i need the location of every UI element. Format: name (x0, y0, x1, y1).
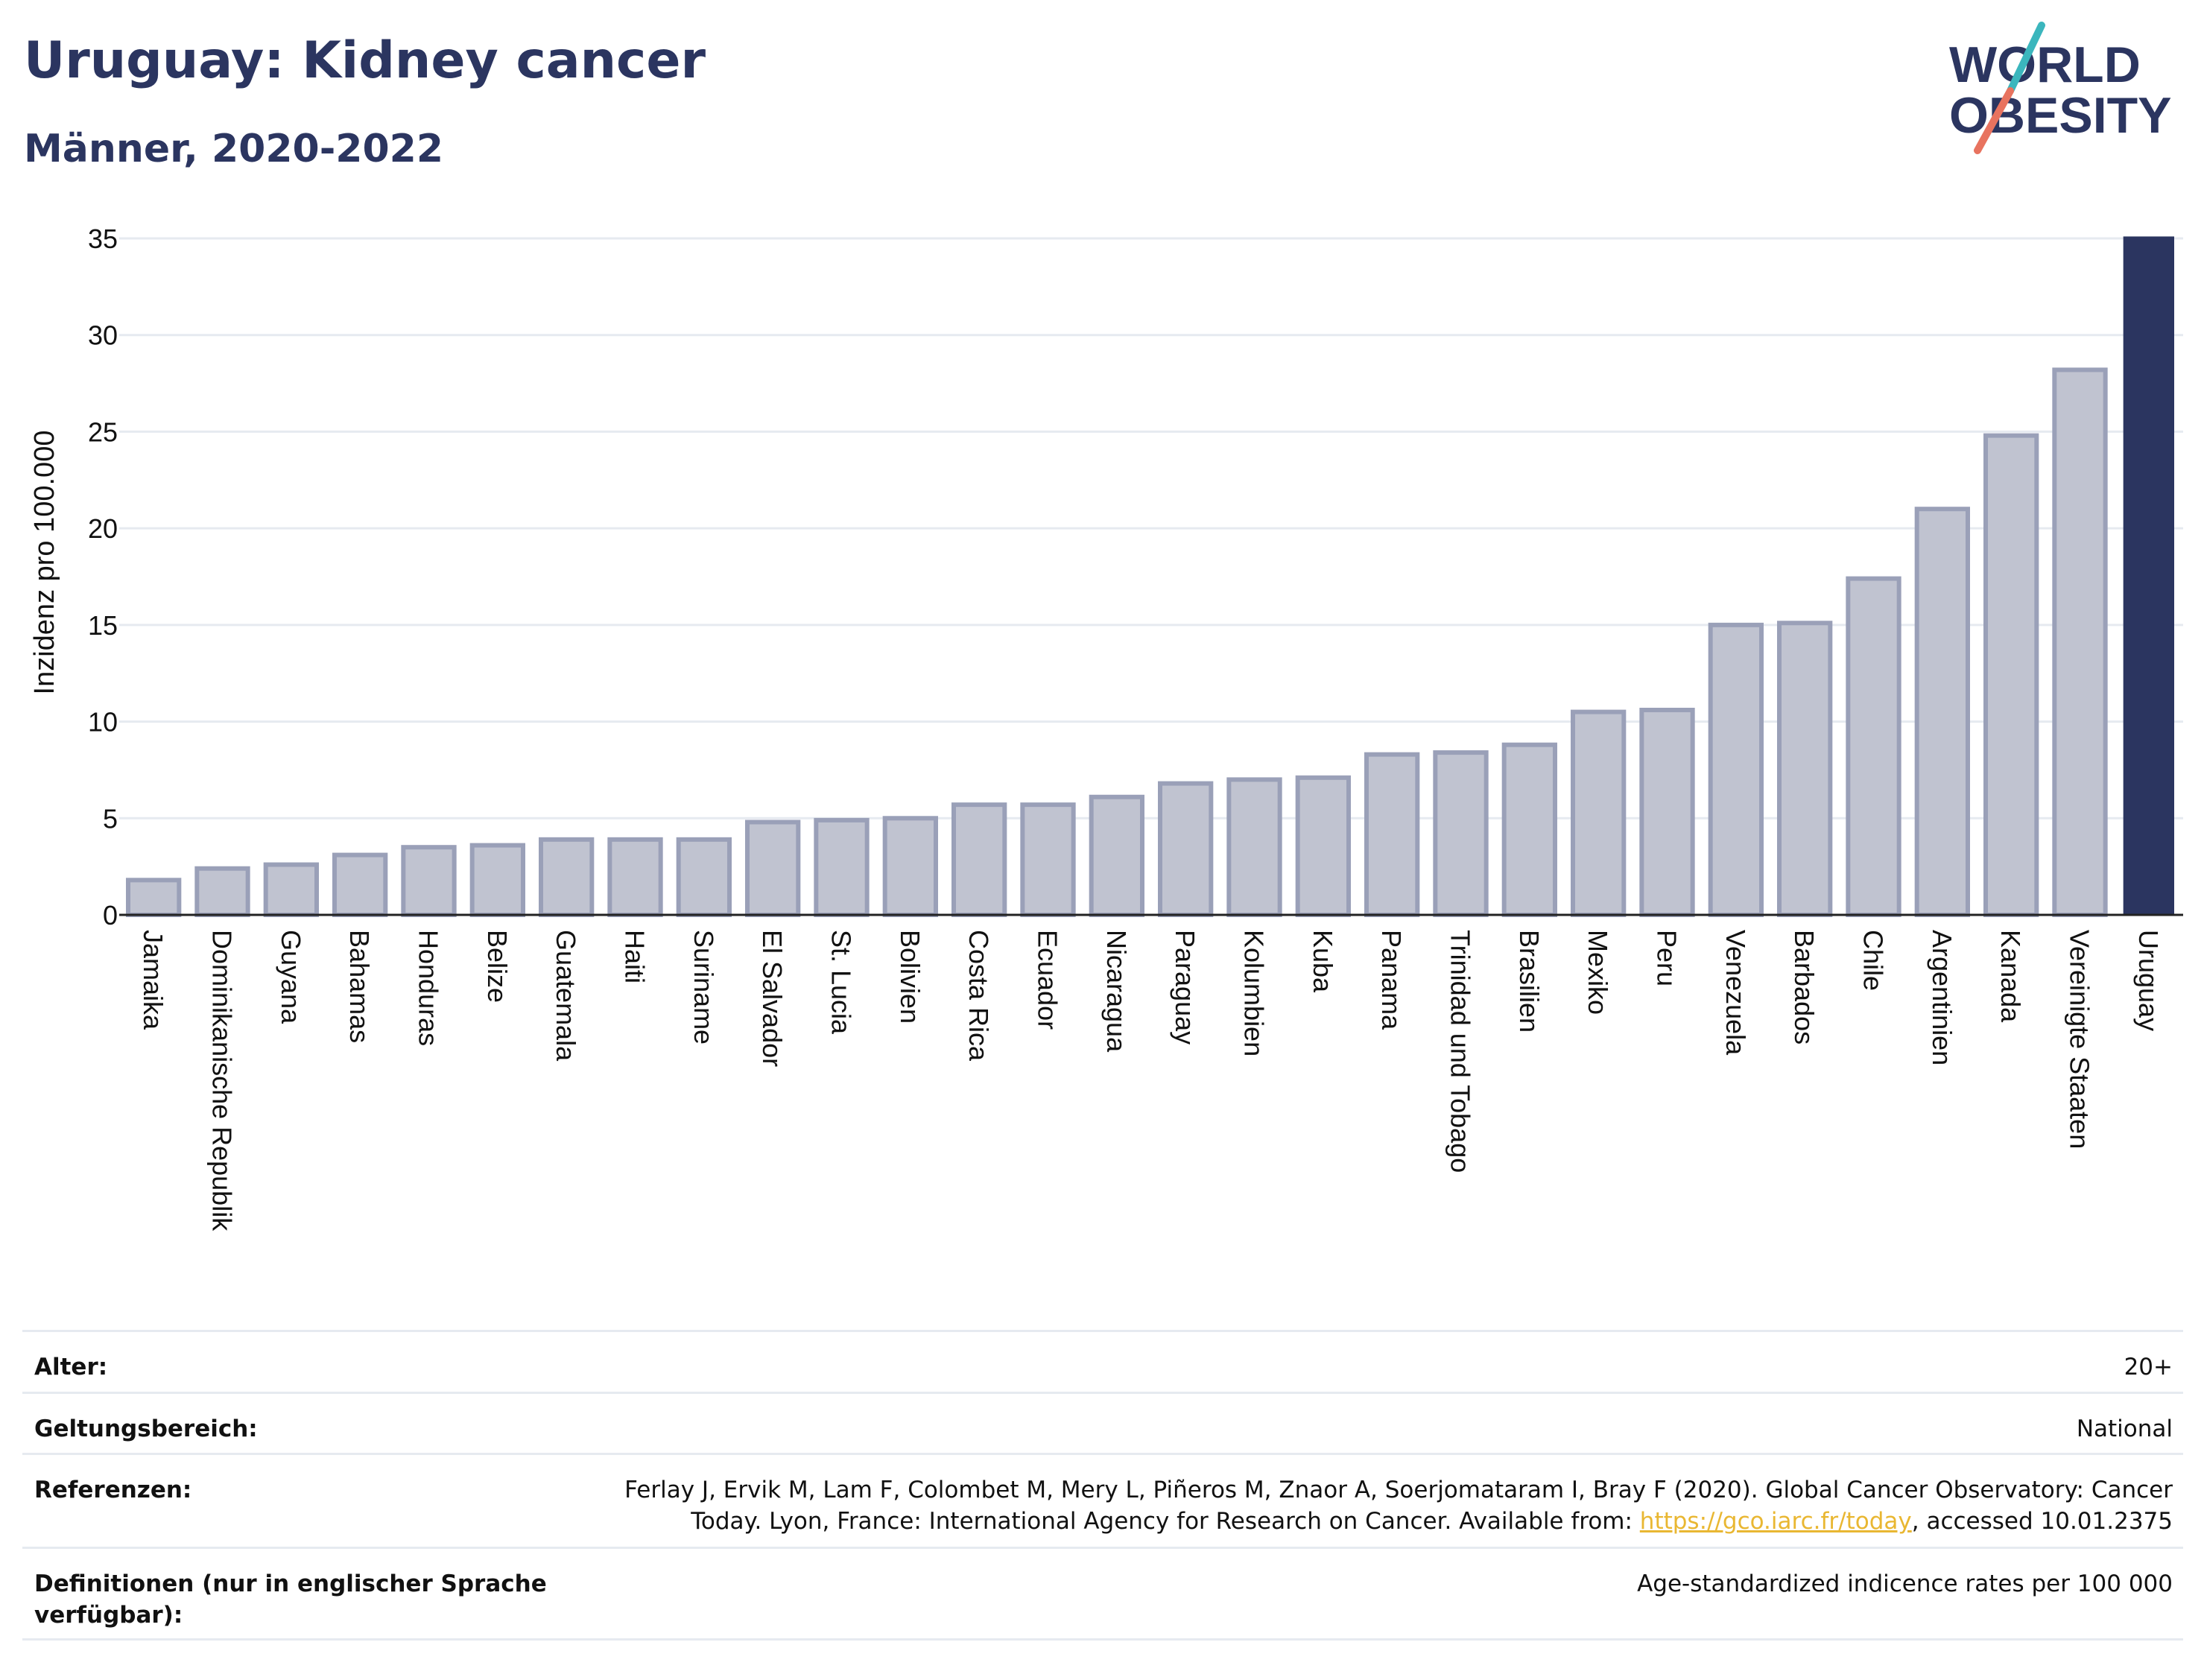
meta-label-scope: Geltungsbereich: (34, 1416, 258, 1442)
y-tick-label: 35 (88, 224, 118, 254)
bar-uruguay (2123, 236, 2174, 915)
bar-barbados (1777, 621, 1833, 918)
bar-guyana (263, 862, 319, 918)
x-tick-label: El Salvador (757, 930, 788, 1067)
bar-kuba (1295, 775, 1351, 918)
x-tick-label: Haiti (620, 930, 650, 983)
x-tick-label: Honduras (414, 930, 444, 1046)
bar-brasilien (1501, 742, 1557, 918)
y-tick-label: 20 (88, 513, 118, 544)
bar-st-lucia (814, 817, 870, 918)
y-tick-label: 30 (88, 320, 118, 351)
meta-label-definitions: Definitionen (nur in englischer Sprache … (34, 1570, 547, 1629)
x-tick-label: Bolivien (895, 930, 925, 1024)
bar-peru (1639, 708, 1695, 918)
meta-label-age: Alter: (34, 1354, 108, 1381)
y-axis-label: Inzidenz pro 100.000 (29, 431, 60, 695)
meta-row-references: Referenzen: Ferlay J, Ervik M, Lam F, Co… (22, 1453, 2183, 1547)
meta-value-age: 20+ (2124, 1354, 2173, 1381)
bar-el-salvador (745, 820, 801, 918)
x-tick-label: Panama (1376, 930, 1407, 1030)
y-tick-label: 15 (88, 610, 118, 641)
references-text: Ferlay J, Ervik M, Lam F, Colombet M, Me… (624, 1477, 2173, 1535)
x-tick-label: Suriname (688, 930, 719, 1045)
x-tick-label: Vereinigte Staaten (2065, 930, 2095, 1149)
x-tick-label: St. Lucia (826, 930, 857, 1035)
meta-value-scope: National (2076, 1416, 2173, 1442)
bar-nicaragua (1089, 794, 1144, 918)
bar-ecuador (1020, 802, 1076, 918)
x-tick-label: Guatemala (551, 930, 581, 1062)
metadata-table: Alter: 20+ Geltungsbereich: National Ref… (22, 1330, 2183, 1641)
x-tick-label: Guyana (276, 930, 306, 1024)
x-tick-label: Kolumbien (1239, 930, 1270, 1056)
x-tick-label: Barbados (1789, 930, 1820, 1045)
x-tick-label: Uruguay (2133, 930, 2164, 1031)
x-tick-label: Brasilien (1514, 930, 1545, 1033)
bar-suriname (676, 837, 732, 918)
references-link[interactable]: https://gco.iarc.fr/today (1639, 1508, 1912, 1535)
x-tick-label: Belize (482, 930, 513, 1003)
meta-value-references: Ferlay J, Ervik M, Lam F, Colombet M, Me… (593, 1474, 2173, 1537)
meta-row-age: Alter: 20+ (22, 1330, 2183, 1392)
x-tick-label: Jamaika (138, 930, 168, 1030)
bar-argentinien (1914, 507, 1970, 917)
meta-value-definitions: Age-standardized indicence rates per 100… (1637, 1570, 2173, 1597)
bar-belize (469, 843, 525, 917)
bar-honduras (401, 845, 457, 918)
logo-slash-coral (1974, 87, 2014, 154)
grid-lines (119, 237, 2183, 820)
world-obesity-logo: WORLD OBESITY (1949, 22, 2172, 154)
x-tick-label: Kuba (1308, 930, 1338, 993)
x-tick-label: Mexiko (1583, 930, 1613, 1015)
bar-kolumbien (1226, 777, 1282, 918)
meta-label-references: Referenzen: (34, 1477, 192, 1503)
y-tick-label: 25 (88, 416, 118, 447)
logo-text-world: WORLD (1949, 37, 2141, 93)
bar-chart: 0 5 10 15 20 25 30 35 Jamaika Dominikanische Repu… (29, 224, 2183, 1232)
bar-vereinigte-staaten (2052, 367, 2108, 917)
bar-chile (1846, 576, 1901, 917)
x-tick-label: Chile (1858, 930, 1889, 991)
chart-title: Uruguay: Kidney cancer (24, 31, 706, 90)
axes: 0 5 10 15 20 25 30 35 Jamaika Dominikanische Repu… (88, 224, 2183, 1232)
bars (126, 236, 2174, 918)
y-tick-label: 0 (103, 900, 118, 931)
bar-guatemala (539, 837, 595, 918)
bar-panama (1364, 752, 1420, 917)
bar-costa-rica (951, 802, 1007, 918)
bar-haiti (607, 837, 663, 918)
x-tick-label: Venezuela (1720, 930, 1751, 1056)
references-accessed: , accessed 10.01.2375 (1911, 1508, 2173, 1535)
x-tick-label: Kanada (1995, 930, 2026, 1023)
logo-slash-teal (2007, 22, 2045, 95)
y-tick-label: 10 (88, 707, 118, 738)
bar-kanada (1983, 433, 2039, 918)
bar-trinidad-und-tobago (1433, 750, 1489, 918)
bar-dominikanische-republik (194, 866, 250, 917)
x-tick-label: Ecuador (1033, 930, 1063, 1030)
bar-bolivien (882, 816, 938, 917)
x-tick-label: Argentinien (1927, 930, 1957, 1065)
x-tick-label: Costa Rica (963, 930, 994, 1062)
y-tick-label: 5 (103, 803, 118, 834)
chart-subtitle: Männer, 2020-2022 (24, 127, 444, 171)
bar-venezuela (1708, 622, 1764, 917)
x-tick-label: Trinidad und Tobago (1445, 930, 1476, 1173)
bar-jamaika (126, 878, 182, 917)
bar-bahamas (332, 852, 388, 918)
x-tick-label: Peru (1652, 930, 1682, 986)
x-tick-label: Paraguay (1170, 930, 1200, 1045)
bar-mexiko (1571, 709, 1627, 917)
x-tick-label: Bahamas (344, 930, 375, 1043)
x-tick-label: Nicaragua (1101, 930, 1132, 1053)
x-tick-label: Dominikanische Republik (207, 930, 238, 1232)
meta-row-definitions: Definitionen (nur in englischer Sprache … (22, 1547, 2183, 1641)
meta-row-scope: Geltungsbereich: National (22, 1392, 2183, 1453)
bar-paraguay (1158, 781, 1214, 917)
